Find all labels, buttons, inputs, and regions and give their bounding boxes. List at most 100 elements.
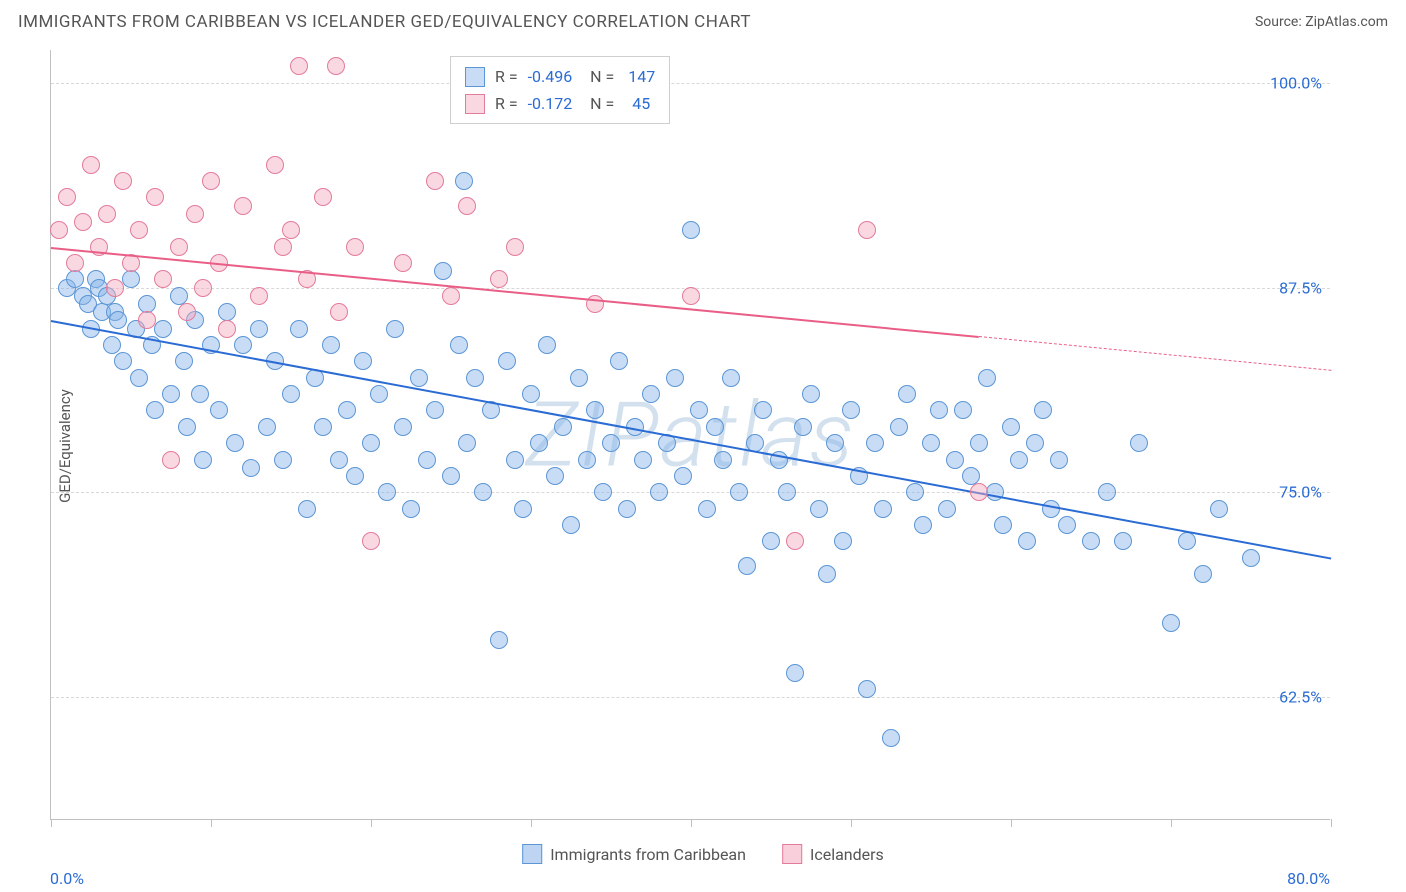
point-icelander <box>58 188 76 206</box>
x-tick-mark <box>851 819 852 827</box>
point-caribbean <box>514 500 532 518</box>
point-caribbean <box>570 369 588 387</box>
point-caribbean <box>586 401 604 419</box>
point-caribbean <box>474 483 492 501</box>
point-icelander <box>682 287 700 305</box>
point-caribbean <box>1026 434 1044 452</box>
point-caribbean <box>338 401 356 419</box>
point-icelander <box>98 205 116 223</box>
legend-swatch <box>465 67 485 87</box>
point-icelander <box>218 320 236 338</box>
point-caribbean <box>1082 532 1100 550</box>
point-caribbean <box>682 221 700 239</box>
point-caribbean <box>650 483 668 501</box>
point-caribbean <box>858 680 876 698</box>
point-caribbean <box>938 500 956 518</box>
point-caribbean <box>546 467 564 485</box>
point-caribbean <box>258 418 276 436</box>
chart-source: Source: ZipAtlas.com <box>1255 14 1388 30</box>
stat-r-value: -0.172 <box>528 90 573 117</box>
point-icelander <box>114 172 132 190</box>
bottom-legend: Immigrants from Caribbean Icelanders <box>522 844 884 864</box>
point-icelander <box>314 188 332 206</box>
point-caribbean <box>898 385 916 403</box>
point-caribbean <box>642 385 660 403</box>
point-caribbean <box>1114 532 1132 550</box>
point-caribbean <box>175 352 193 370</box>
point-icelander <box>234 197 252 215</box>
point-caribbean <box>250 320 268 338</box>
point-icelander <box>786 532 804 550</box>
point-caribbean <box>1130 434 1148 452</box>
point-caribbean <box>994 516 1012 534</box>
y-tick-label: 87.5% <box>1279 278 1322 297</box>
point-caribbean <box>410 369 428 387</box>
point-caribbean <box>602 434 620 452</box>
point-caribbean <box>730 483 748 501</box>
point-icelander <box>858 221 876 239</box>
point-caribbean <box>914 516 932 534</box>
point-caribbean <box>634 451 652 469</box>
point-caribbean <box>1242 549 1260 567</box>
stat-n-label: N = <box>582 63 614 90</box>
point-caribbean <box>778 483 796 501</box>
point-caribbean <box>194 451 212 469</box>
point-caribbean <box>191 385 209 403</box>
chart-container: IMMIGRANTS FROM CARIBBEAN VS ICELANDER G… <box>0 0 1406 892</box>
point-caribbean <box>66 270 84 288</box>
point-caribbean <box>370 385 388 403</box>
y-tick-label: 62.5% <box>1279 688 1322 707</box>
point-icelander <box>362 532 380 550</box>
point-caribbean <box>786 664 804 682</box>
point-caribbean <box>1018 532 1036 550</box>
point-icelander <box>194 279 212 297</box>
point-caribbean <box>922 434 940 452</box>
point-caribbean <box>498 352 516 370</box>
point-caribbean <box>458 434 476 452</box>
y-tick-label: 100.0% <box>1270 73 1322 92</box>
point-icelander <box>154 270 172 288</box>
legend-label: Icelanders <box>810 845 884 864</box>
bottom-legend-item: Immigrants from Caribbean <box>522 844 746 864</box>
point-caribbean <box>762 532 780 550</box>
point-caribbean <box>610 352 628 370</box>
point-caribbean <box>1162 614 1180 632</box>
point-caribbean <box>522 385 540 403</box>
point-caribbean <box>538 336 556 354</box>
chart-title: IMMIGRANTS FROM CARIBBEAN VS ICELANDER G… <box>18 12 751 32</box>
point-caribbean <box>506 451 524 469</box>
point-caribbean <box>842 401 860 419</box>
point-icelander <box>426 172 444 190</box>
point-caribbean <box>234 336 252 354</box>
point-caribbean <box>354 352 372 370</box>
point-caribbean <box>298 500 316 518</box>
point-icelander <box>146 188 164 206</box>
gridline-horizontal <box>51 697 1330 698</box>
point-caribbean <box>754 401 772 419</box>
point-icelander <box>327 57 345 75</box>
point-caribbean <box>314 418 332 436</box>
point-caribbean <box>722 369 740 387</box>
trend-line-dashed <box>979 336 1331 371</box>
point-icelander <box>970 483 988 501</box>
x-tick-mark <box>691 819 692 827</box>
point-caribbean <box>178 418 196 436</box>
point-icelander <box>346 238 364 256</box>
x-tick-mark <box>1171 819 1172 827</box>
point-caribbean <box>114 352 132 370</box>
stat-r-label: R = <box>495 63 518 90</box>
point-icelander <box>330 303 348 321</box>
y-tick-label: 75.0% <box>1279 483 1322 502</box>
point-caribbean <box>1034 401 1052 419</box>
point-caribbean <box>162 385 180 403</box>
point-caribbean <box>594 483 612 501</box>
stats-row: R = -0.172 N = 45 <box>465 90 655 117</box>
x-axis-start-label: 0.0% <box>50 869 84 888</box>
point-icelander <box>282 221 300 239</box>
point-caribbean <box>962 467 980 485</box>
point-caribbean <box>714 451 732 469</box>
stat-r-label: R = <box>495 90 518 117</box>
point-caribbean <box>442 467 460 485</box>
point-caribbean <box>554 418 572 436</box>
point-caribbean <box>674 467 692 485</box>
